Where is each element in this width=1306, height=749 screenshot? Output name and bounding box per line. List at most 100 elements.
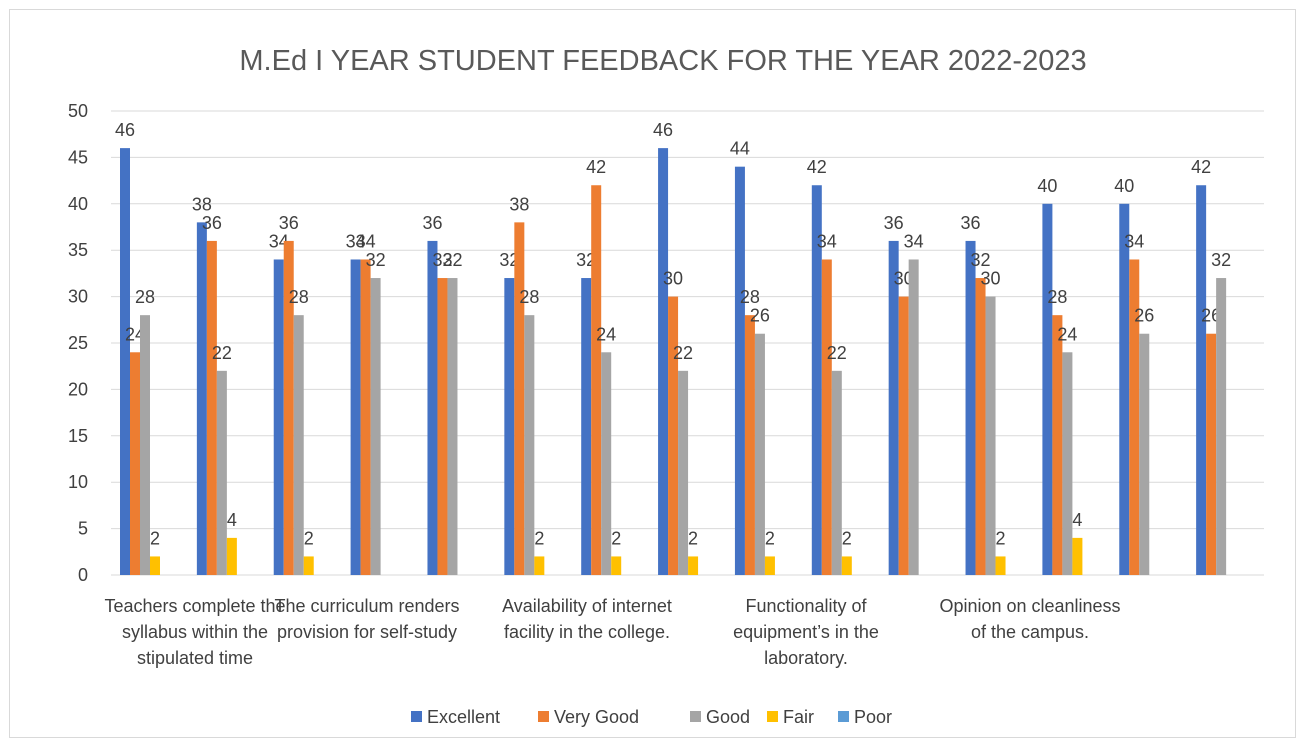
bar xyxy=(514,222,525,576)
data-label: 32 xyxy=(366,250,386,270)
legend-swatch xyxy=(838,711,849,722)
bar xyxy=(995,556,1006,575)
legend-swatch xyxy=(538,711,549,722)
bar xyxy=(303,556,314,575)
data-label: 4 xyxy=(227,510,237,530)
data-label: 4 xyxy=(1072,510,1082,530)
bar xyxy=(611,556,622,575)
category-label: equipment’s in the xyxy=(733,622,879,642)
data-label: 42 xyxy=(1191,157,1211,177)
y-tick-label: 20 xyxy=(68,379,88,399)
bar xyxy=(678,370,689,575)
y-tick-label: 0 xyxy=(78,565,88,585)
y-tick-label: 15 xyxy=(68,426,88,446)
bar xyxy=(120,148,130,575)
bar xyxy=(888,240,899,576)
y-tick-label: 5 xyxy=(78,519,88,539)
legend-label: Good xyxy=(706,707,750,727)
bar xyxy=(658,148,669,575)
bar xyxy=(734,166,745,575)
bar xyxy=(273,259,284,575)
data-label: 34 xyxy=(817,231,837,251)
bar xyxy=(206,240,217,576)
data-label: 38 xyxy=(192,194,212,214)
y-tick-label: 25 xyxy=(68,333,88,353)
category-label: Availability of internet xyxy=(502,596,672,616)
category-label: provision for self-study xyxy=(277,622,457,642)
data-label: 2 xyxy=(304,528,314,548)
bar xyxy=(811,185,822,576)
bar xyxy=(688,556,699,575)
data-label: 42 xyxy=(586,157,606,177)
data-label: 2 xyxy=(996,528,1006,548)
bar xyxy=(821,259,832,575)
data-label: 2 xyxy=(534,528,544,548)
data-label: 30 xyxy=(663,269,683,289)
chart-title: M.Ed I YEAR STUDENT FEEDBACK FOR THE YEA… xyxy=(239,45,1086,77)
bar xyxy=(140,315,150,575)
data-label: 28 xyxy=(519,287,539,307)
bar xyxy=(150,556,160,575)
legend-swatch xyxy=(767,711,778,722)
data-label: 26 xyxy=(1134,306,1154,326)
bar xyxy=(898,296,909,575)
data-label: 22 xyxy=(673,343,693,363)
bar xyxy=(427,240,438,576)
bar xyxy=(437,278,448,575)
bar xyxy=(1052,315,1063,575)
bar xyxy=(1139,333,1150,575)
data-label: 2 xyxy=(611,528,621,548)
data-label: 34 xyxy=(1124,231,1144,251)
bar xyxy=(601,352,612,575)
legend-label: Excellent xyxy=(427,707,500,727)
data-label: 46 xyxy=(115,120,135,140)
data-label: 38 xyxy=(509,194,529,214)
bar xyxy=(744,315,755,575)
bar xyxy=(908,259,919,575)
bar xyxy=(831,370,842,575)
data-label: 46 xyxy=(653,120,673,140)
data-label: 30 xyxy=(981,269,1001,289)
bar xyxy=(360,259,371,575)
data-label: 36 xyxy=(279,213,299,233)
data-label: 36 xyxy=(884,213,904,233)
bar xyxy=(1072,537,1083,575)
bar xyxy=(226,537,237,575)
data-label: 28 xyxy=(740,287,760,307)
bar xyxy=(283,240,294,576)
bar xyxy=(350,259,361,575)
data-label: 40 xyxy=(1037,176,1057,196)
data-label: 24 xyxy=(596,324,616,344)
data-label: 2 xyxy=(842,528,852,548)
category-label: Teachers complete the xyxy=(104,596,285,616)
data-label: 32 xyxy=(442,250,462,270)
data-label: 28 xyxy=(289,287,309,307)
bar xyxy=(370,278,381,575)
category-label: of the campus. xyxy=(971,622,1089,642)
bar xyxy=(524,315,535,575)
data-label: 2 xyxy=(688,528,698,548)
legend-swatch xyxy=(690,711,701,722)
legend-swatch xyxy=(411,711,422,722)
data-label: 34 xyxy=(346,231,366,251)
bar xyxy=(764,556,775,575)
data-label: 22 xyxy=(212,343,232,363)
category-label: stipulated time xyxy=(137,648,253,668)
legend-label: Poor xyxy=(854,707,892,727)
y-tick-label: 45 xyxy=(68,147,88,167)
category-label: facility in the college. xyxy=(504,622,670,642)
data-label: 36 xyxy=(422,213,442,233)
data-label: 32 xyxy=(1211,250,1231,270)
legend-label: Fair xyxy=(783,707,814,727)
bar xyxy=(965,240,976,576)
bar xyxy=(293,315,304,575)
data-label: 36 xyxy=(961,213,981,233)
data-label: 40 xyxy=(1114,176,1134,196)
bar xyxy=(534,556,545,575)
data-label: 44 xyxy=(730,139,750,159)
data-label: 42 xyxy=(807,157,827,177)
bar xyxy=(216,370,227,575)
bar xyxy=(1119,203,1130,576)
bar xyxy=(581,278,592,575)
bar xyxy=(130,352,140,575)
